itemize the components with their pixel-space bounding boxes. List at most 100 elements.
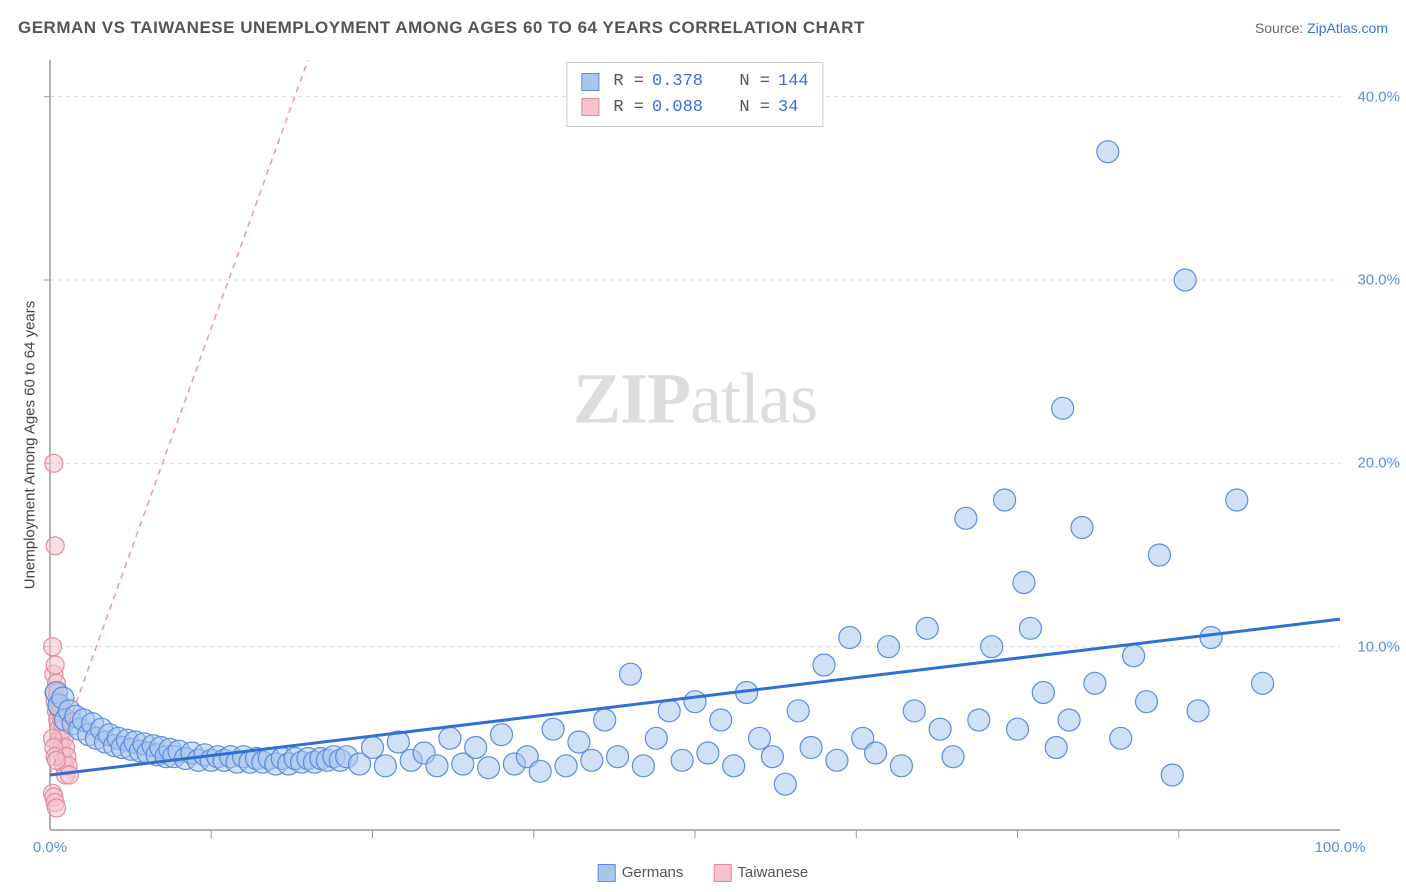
taiwanese-point [44, 638, 62, 656]
legend-label: Taiwanese [737, 864, 808, 881]
chart-area: Unemployment Among Ages 60 to 64 years 1… [50, 60, 1340, 830]
taiwanese-point [60, 766, 78, 784]
german-point [800, 737, 822, 759]
legend-swatch [581, 73, 599, 91]
y-tick-label: 20.0% [1357, 455, 1400, 472]
german-point [439, 727, 461, 749]
x-tick-label: 100.0% [1315, 839, 1366, 856]
german-point [710, 709, 732, 731]
taiwanese-point [46, 537, 64, 555]
legend-label: Germans [622, 864, 684, 881]
taiwanese-point [46, 656, 64, 674]
german-point [839, 627, 861, 649]
german-point [426, 755, 448, 777]
german-point [362, 737, 384, 759]
german-point [1174, 269, 1196, 291]
german-point [1136, 691, 1158, 713]
german-point [981, 636, 1003, 658]
german-point [890, 755, 912, 777]
r-value: 0.378 [652, 69, 703, 95]
r-value: 0.088 [652, 95, 703, 121]
scatter-chart [50, 60, 1340, 830]
german-point [568, 731, 590, 753]
x-tick-label: 0.0% [33, 839, 67, 856]
legend-item: Germans [598, 864, 684, 882]
german-point [878, 636, 900, 658]
taiwanese-point [47, 751, 65, 769]
source-link[interactable]: ZipAtlas.com [1307, 20, 1388, 36]
german-point [942, 746, 964, 768]
bottom-legend: Germans Taiwanese [598, 864, 809, 882]
german-point [1032, 682, 1054, 704]
german-point [607, 746, 629, 768]
german-point [929, 718, 951, 740]
german-point [761, 746, 783, 768]
german-point [465, 737, 487, 759]
legend-item: Taiwanese [713, 864, 808, 882]
german-point [1045, 737, 1067, 759]
german-point [968, 709, 990, 731]
german-point [813, 654, 835, 676]
german-point [555, 755, 577, 777]
german-point [826, 749, 848, 771]
german-point [478, 757, 500, 779]
stats-legend: R = 0.378 N = 144 R = 0.088 N = 34 [566, 62, 823, 127]
source: Source: ZipAtlas.com [1255, 20, 1388, 36]
german-point [658, 700, 680, 722]
german-point [542, 718, 564, 740]
stats-legend-row: R = 0.088 N = 34 [581, 95, 808, 121]
german-point [865, 742, 887, 764]
german-point [1200, 627, 1222, 649]
german-point [697, 742, 719, 764]
y-axis-label: Unemployment Among Ages 60 to 64 years [22, 301, 39, 590]
y-tick-label: 40.0% [1357, 88, 1400, 105]
n-value: 144 [778, 69, 809, 95]
german-point [1252, 672, 1274, 694]
n-label: N = [739, 69, 770, 95]
stats-legend-row: R = 0.378 N = 144 [581, 69, 808, 95]
n-value: 34 [778, 95, 798, 121]
german-point [1084, 672, 1106, 694]
german-point [955, 507, 977, 529]
y-tick-label: 10.0% [1357, 638, 1400, 655]
german-point [1097, 141, 1119, 163]
taiwanese-trend-line [50, 60, 308, 775]
german-point [916, 617, 938, 639]
german-point [1226, 489, 1248, 511]
german-point [491, 724, 513, 746]
german-point [1071, 517, 1093, 539]
german-point [774, 773, 796, 795]
header: GERMAN VS TAIWANESE UNEMPLOYMENT AMONG A… [18, 18, 1388, 38]
german-point [374, 755, 396, 777]
legend-swatch [581, 98, 599, 116]
german-point [1148, 544, 1170, 566]
german-point [1161, 764, 1183, 786]
german-point [594, 709, 616, 731]
r-label: R = [613, 69, 644, 95]
legend-swatch [713, 864, 731, 882]
taiwanese-point [45, 454, 63, 472]
german-point [1110, 727, 1132, 749]
german-point [1013, 572, 1035, 594]
german-point [529, 760, 551, 782]
german-point [787, 700, 809, 722]
german-point [1123, 645, 1145, 667]
legend-swatch [598, 864, 616, 882]
y-tick-label: 30.0% [1357, 272, 1400, 289]
german-point [1058, 709, 1080, 731]
source-label: Source: [1255, 20, 1307, 36]
german-point [1052, 397, 1074, 419]
german-point [1007, 718, 1029, 740]
german-point [671, 749, 693, 771]
german-point [684, 691, 706, 713]
german-point [632, 755, 654, 777]
n-label: N = [739, 95, 770, 121]
r-label: R = [613, 95, 644, 121]
german-point [620, 663, 642, 685]
german-point [749, 727, 771, 749]
taiwanese-point [47, 799, 65, 817]
german-point [723, 755, 745, 777]
german-point [903, 700, 925, 722]
german-point [581, 749, 603, 771]
german-point [645, 727, 667, 749]
